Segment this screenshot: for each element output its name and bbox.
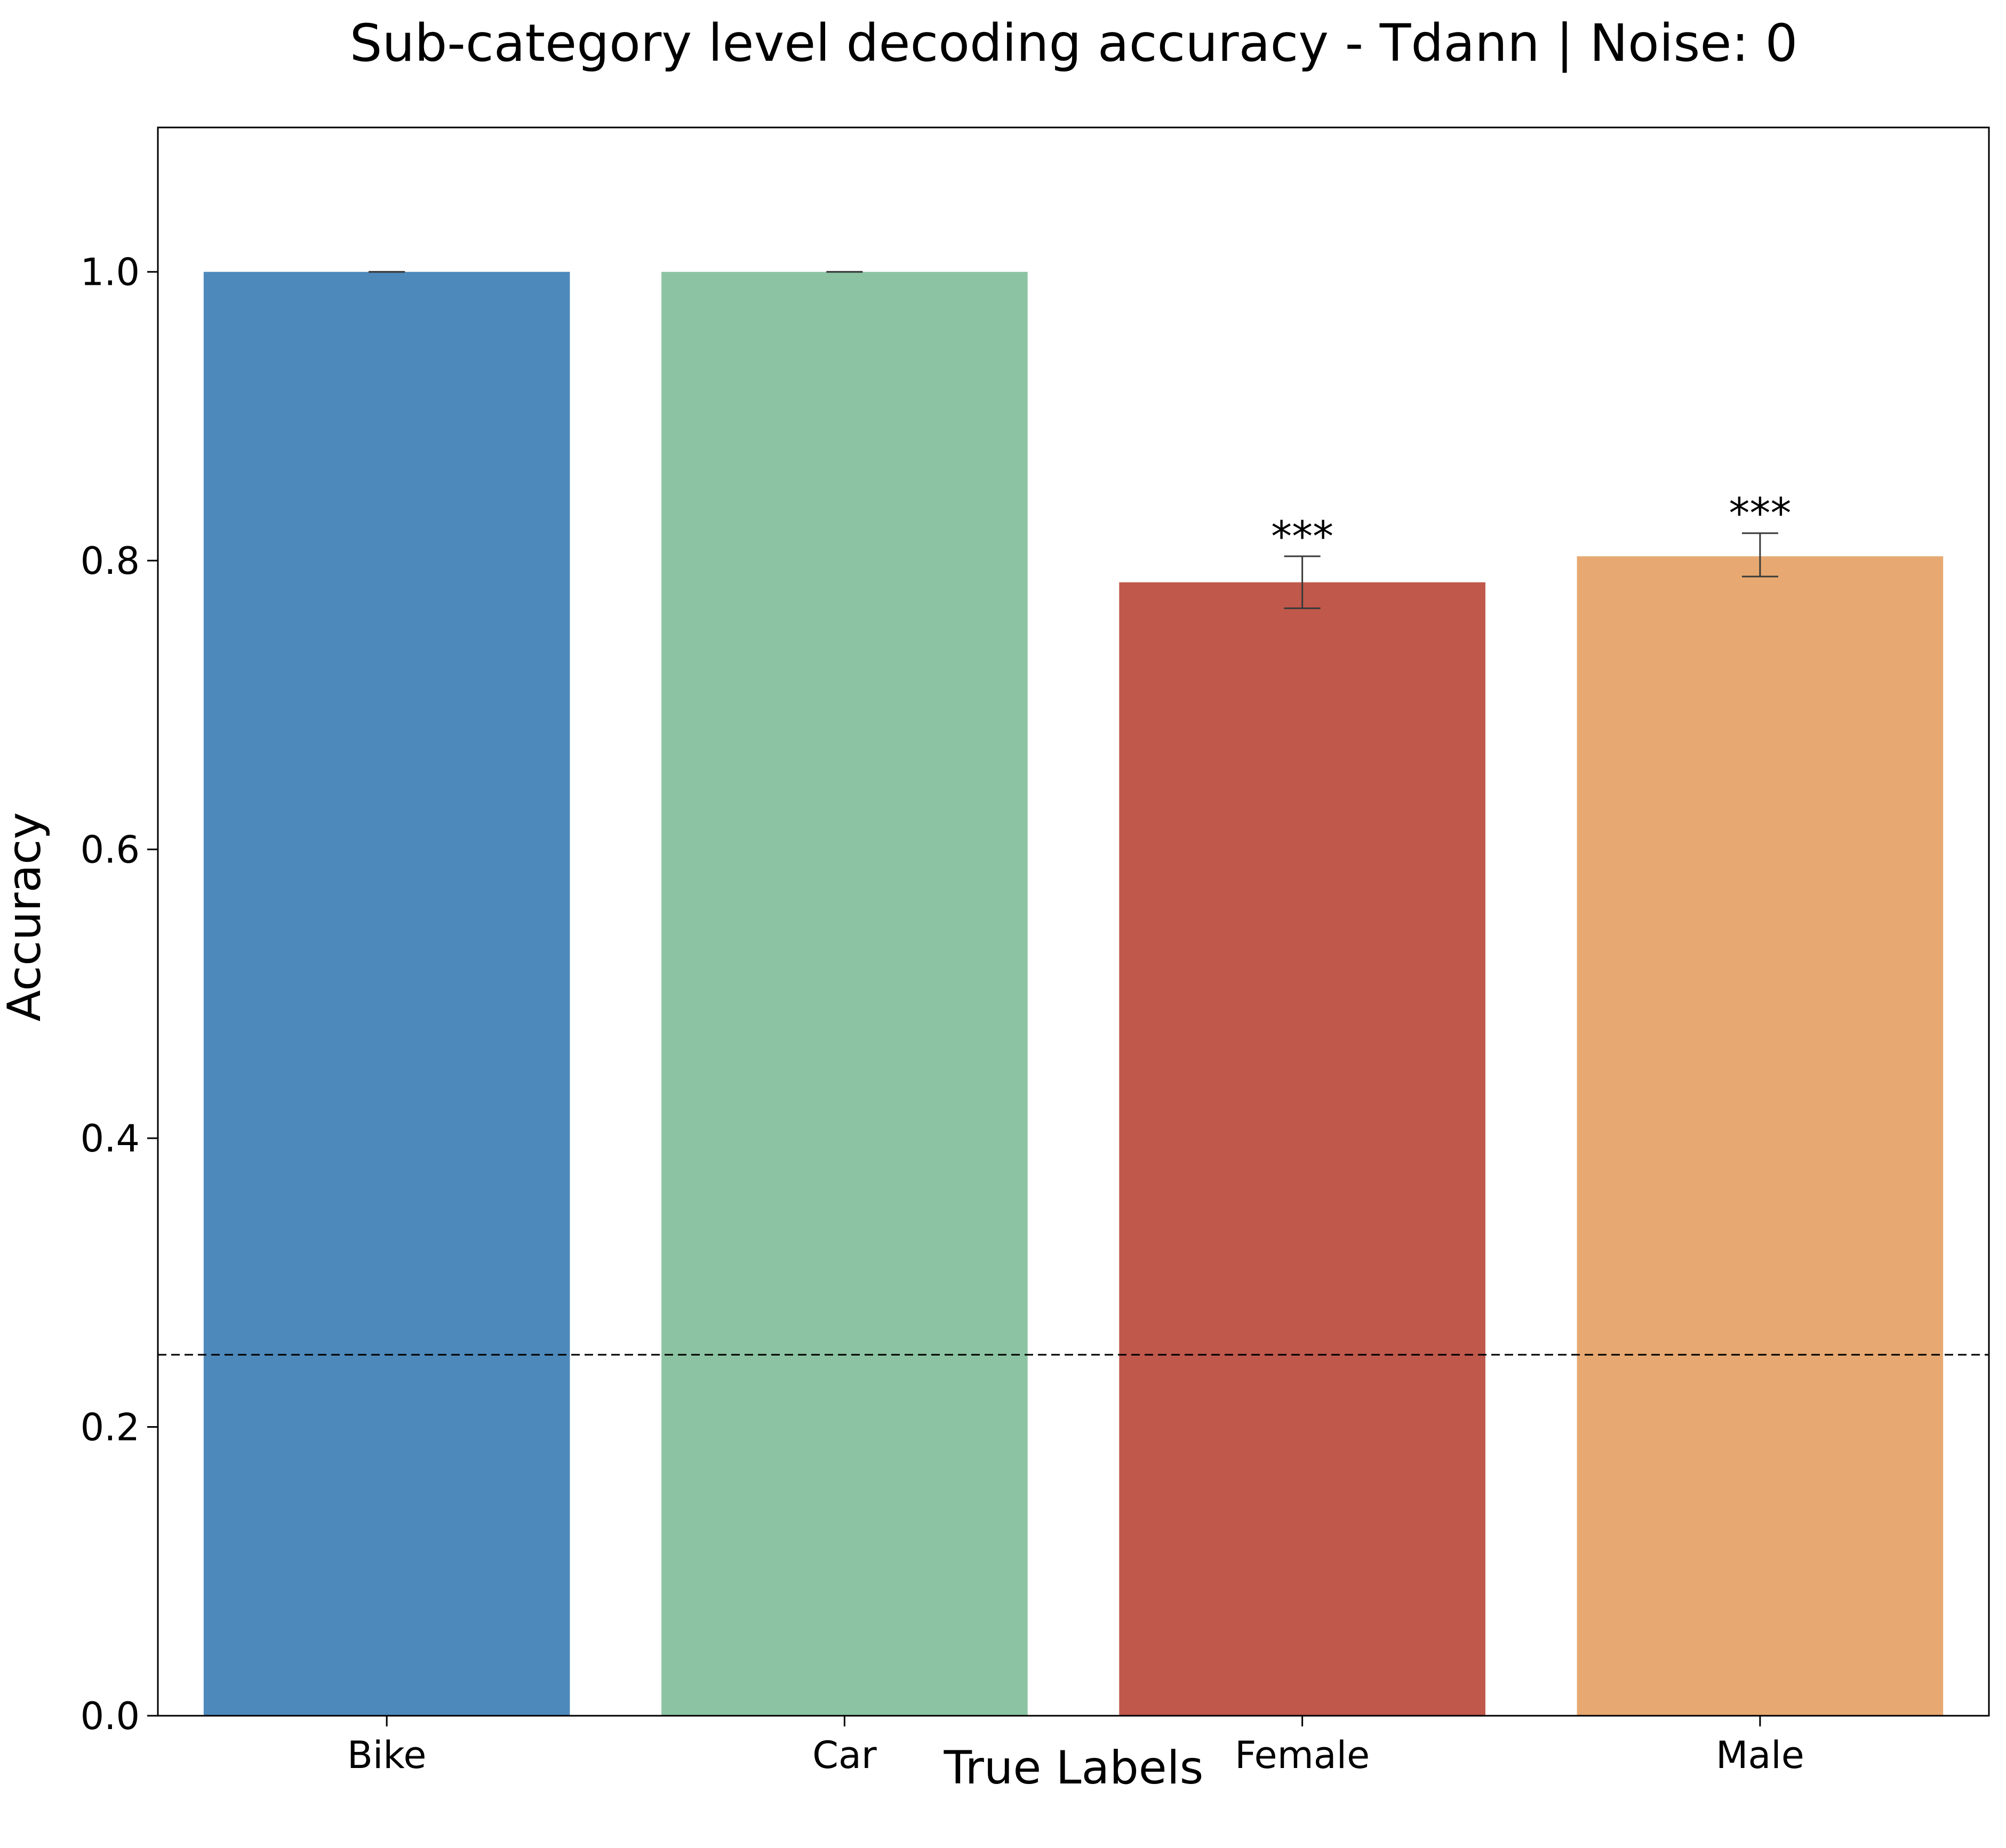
x-tick-label-bike: Bike [347, 1733, 427, 1777]
y-axis-ticks: 0.0 0.2 0.4 0.6 0.8 1.0 [81, 251, 158, 1738]
y-tick-label: 1.0 [81, 251, 140, 294]
y-tick-label: 0.4 [81, 1117, 140, 1161]
significance-marker-female: *** [1271, 513, 1333, 561]
error-bars-layer [369, 271, 1778, 610]
bar-car [661, 271, 1028, 1716]
plot-frame [157, 126, 1990, 1717]
y-axis-label: Accuracy [0, 812, 51, 1022]
significance-layer: *** *** [1271, 490, 1791, 561]
y-tick-label: 0.2 [81, 1406, 140, 1450]
x-tick-label-male: Male [1716, 1733, 1804, 1777]
significance-marker-male: *** [1729, 490, 1791, 538]
bar-male [1577, 556, 1944, 1716]
bar-bike [203, 271, 570, 1716]
y-tick-label: 0.6 [81, 828, 140, 872]
x-axis-ticks: Bike Car Female Male [347, 1716, 1804, 1777]
x-axis-label: True Labels [944, 1741, 1204, 1795]
bar-female [1119, 582, 1485, 1716]
bars-layer [203, 271, 1944, 1716]
x-tick-label-female: Female [1235, 1733, 1370, 1777]
x-tick-label-car: Car [812, 1733, 877, 1777]
chart-title: Sub-category level decoding accuracy - T… [350, 13, 1798, 74]
y-tick-label: 0.0 [81, 1694, 140, 1738]
y-tick-label: 0.8 [81, 539, 140, 583]
